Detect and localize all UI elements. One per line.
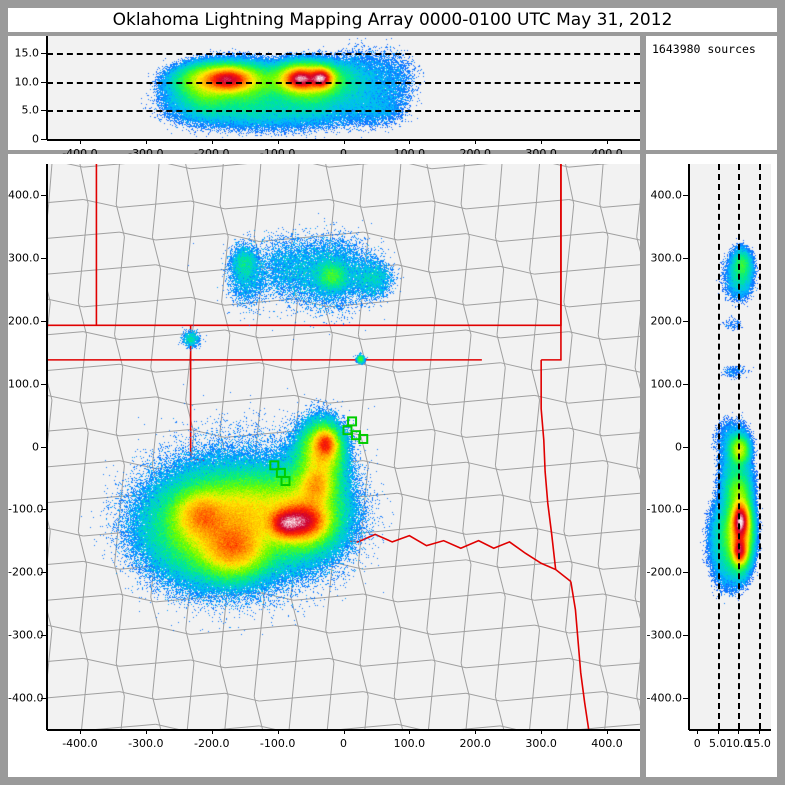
lma-station-marker [347,416,358,427]
right-ytick-label: -400.0 [646,691,682,705]
main-ytick-label: -300.0 [8,628,44,642]
main-xtick-label: 300.0 [525,737,557,750]
right-y-axis-line [688,164,690,730]
lma-station-marker [280,476,291,487]
main-xtick-label: -400.0 [62,737,98,750]
right-gridline [717,164,720,729]
title-bar: Oklahoma Lightning Mapping Array 0000-01… [8,8,777,32]
main-xtick-label: 100.0 [393,737,426,750]
main-ytick-label: 0 [32,440,39,453]
main-xtick-label: -200.0 [193,737,230,750]
lma-station-marker [358,433,369,444]
top-gridline [47,53,640,56]
sources-count-panel: 1643980 sources [646,36,777,150]
main-ytick-label: 300.0 [8,251,40,265]
lma-station-marker [269,460,280,471]
right-x-axis-line [689,729,771,731]
main-plot-area [47,164,640,729]
top-ytick-label: 5.0 [21,103,40,117]
right-gridline [738,164,741,729]
right-xtick-label: 0 [693,737,701,750]
main-density-canvas [47,164,640,729]
main-xtick-label: 200.0 [459,737,492,750]
top-xtick-label: 0 [340,147,347,160]
main-ytick-label: 200.0 [8,314,40,328]
page-title: Oklahoma Lightning Mapping Array 0000-01… [112,10,673,30]
main-xtick-label: 400.0 [591,737,623,750]
top-ytick-label: 0 [32,132,39,146]
right-ytick-label: 0 [675,440,682,453]
right-ytick-label: 400.0 [650,188,683,202]
main-xtick-label: 0 [340,737,347,750]
right-gridline [758,164,761,729]
right-altitude-panel: 0 5.0 10.0 15.0 -400.0 -300.0 -200.0 -100.0 0 100… [646,154,777,777]
right-xtick-label: 10.0 [725,737,751,750]
station-markers [269,416,369,487]
right-ytick-label: -300.0 [646,628,682,642]
top-density-canvas [47,36,640,139]
right-density-canvas [689,164,771,729]
main-ytick-label: -100.0 [8,502,44,516]
right-plot-area [689,164,771,729]
right-xtick-label: 5.0 [708,737,727,750]
top-plot-area [47,36,640,139]
right-ytick-label: 200.0 [650,314,683,328]
main-ytick-label: -400.0 [8,691,44,705]
top-y-axis-line [46,36,48,140]
right-ytick-label: -100.0 [646,502,682,516]
main-xtick-label: -100.0 [259,737,296,750]
top-gridline [47,81,640,84]
main-ytick-label: 100.0 [8,377,40,391]
top-gridline [47,110,640,113]
right-ytick-label: 100.0 [650,377,683,391]
right-ytick-label: -200.0 [646,565,682,579]
main-map-panel: -400.0 -300.0 -200.0 -100.0 0 100.0 200.0 300.0… [8,154,640,777]
right-ytick-label: 300.0 [650,251,683,265]
main-ytick-label: -200.0 [8,565,44,579]
lma-station-marker [342,425,353,436]
right-xtick-label: 15.0 [746,737,771,750]
top-altitude-panel: -400.0-300.0-200.0-100.00100.0200.0300.0… [8,36,640,160]
main-ytick-label: 400.0 [8,188,40,202]
sources-count-label: 1643980 sources [652,42,756,56]
top-ytick-label: 10.0 [14,75,40,89]
top-ytick-label: 15.0 [14,46,40,60]
main-y-axis-line [46,164,48,730]
main-xtick-label: -300.0 [128,737,164,750]
